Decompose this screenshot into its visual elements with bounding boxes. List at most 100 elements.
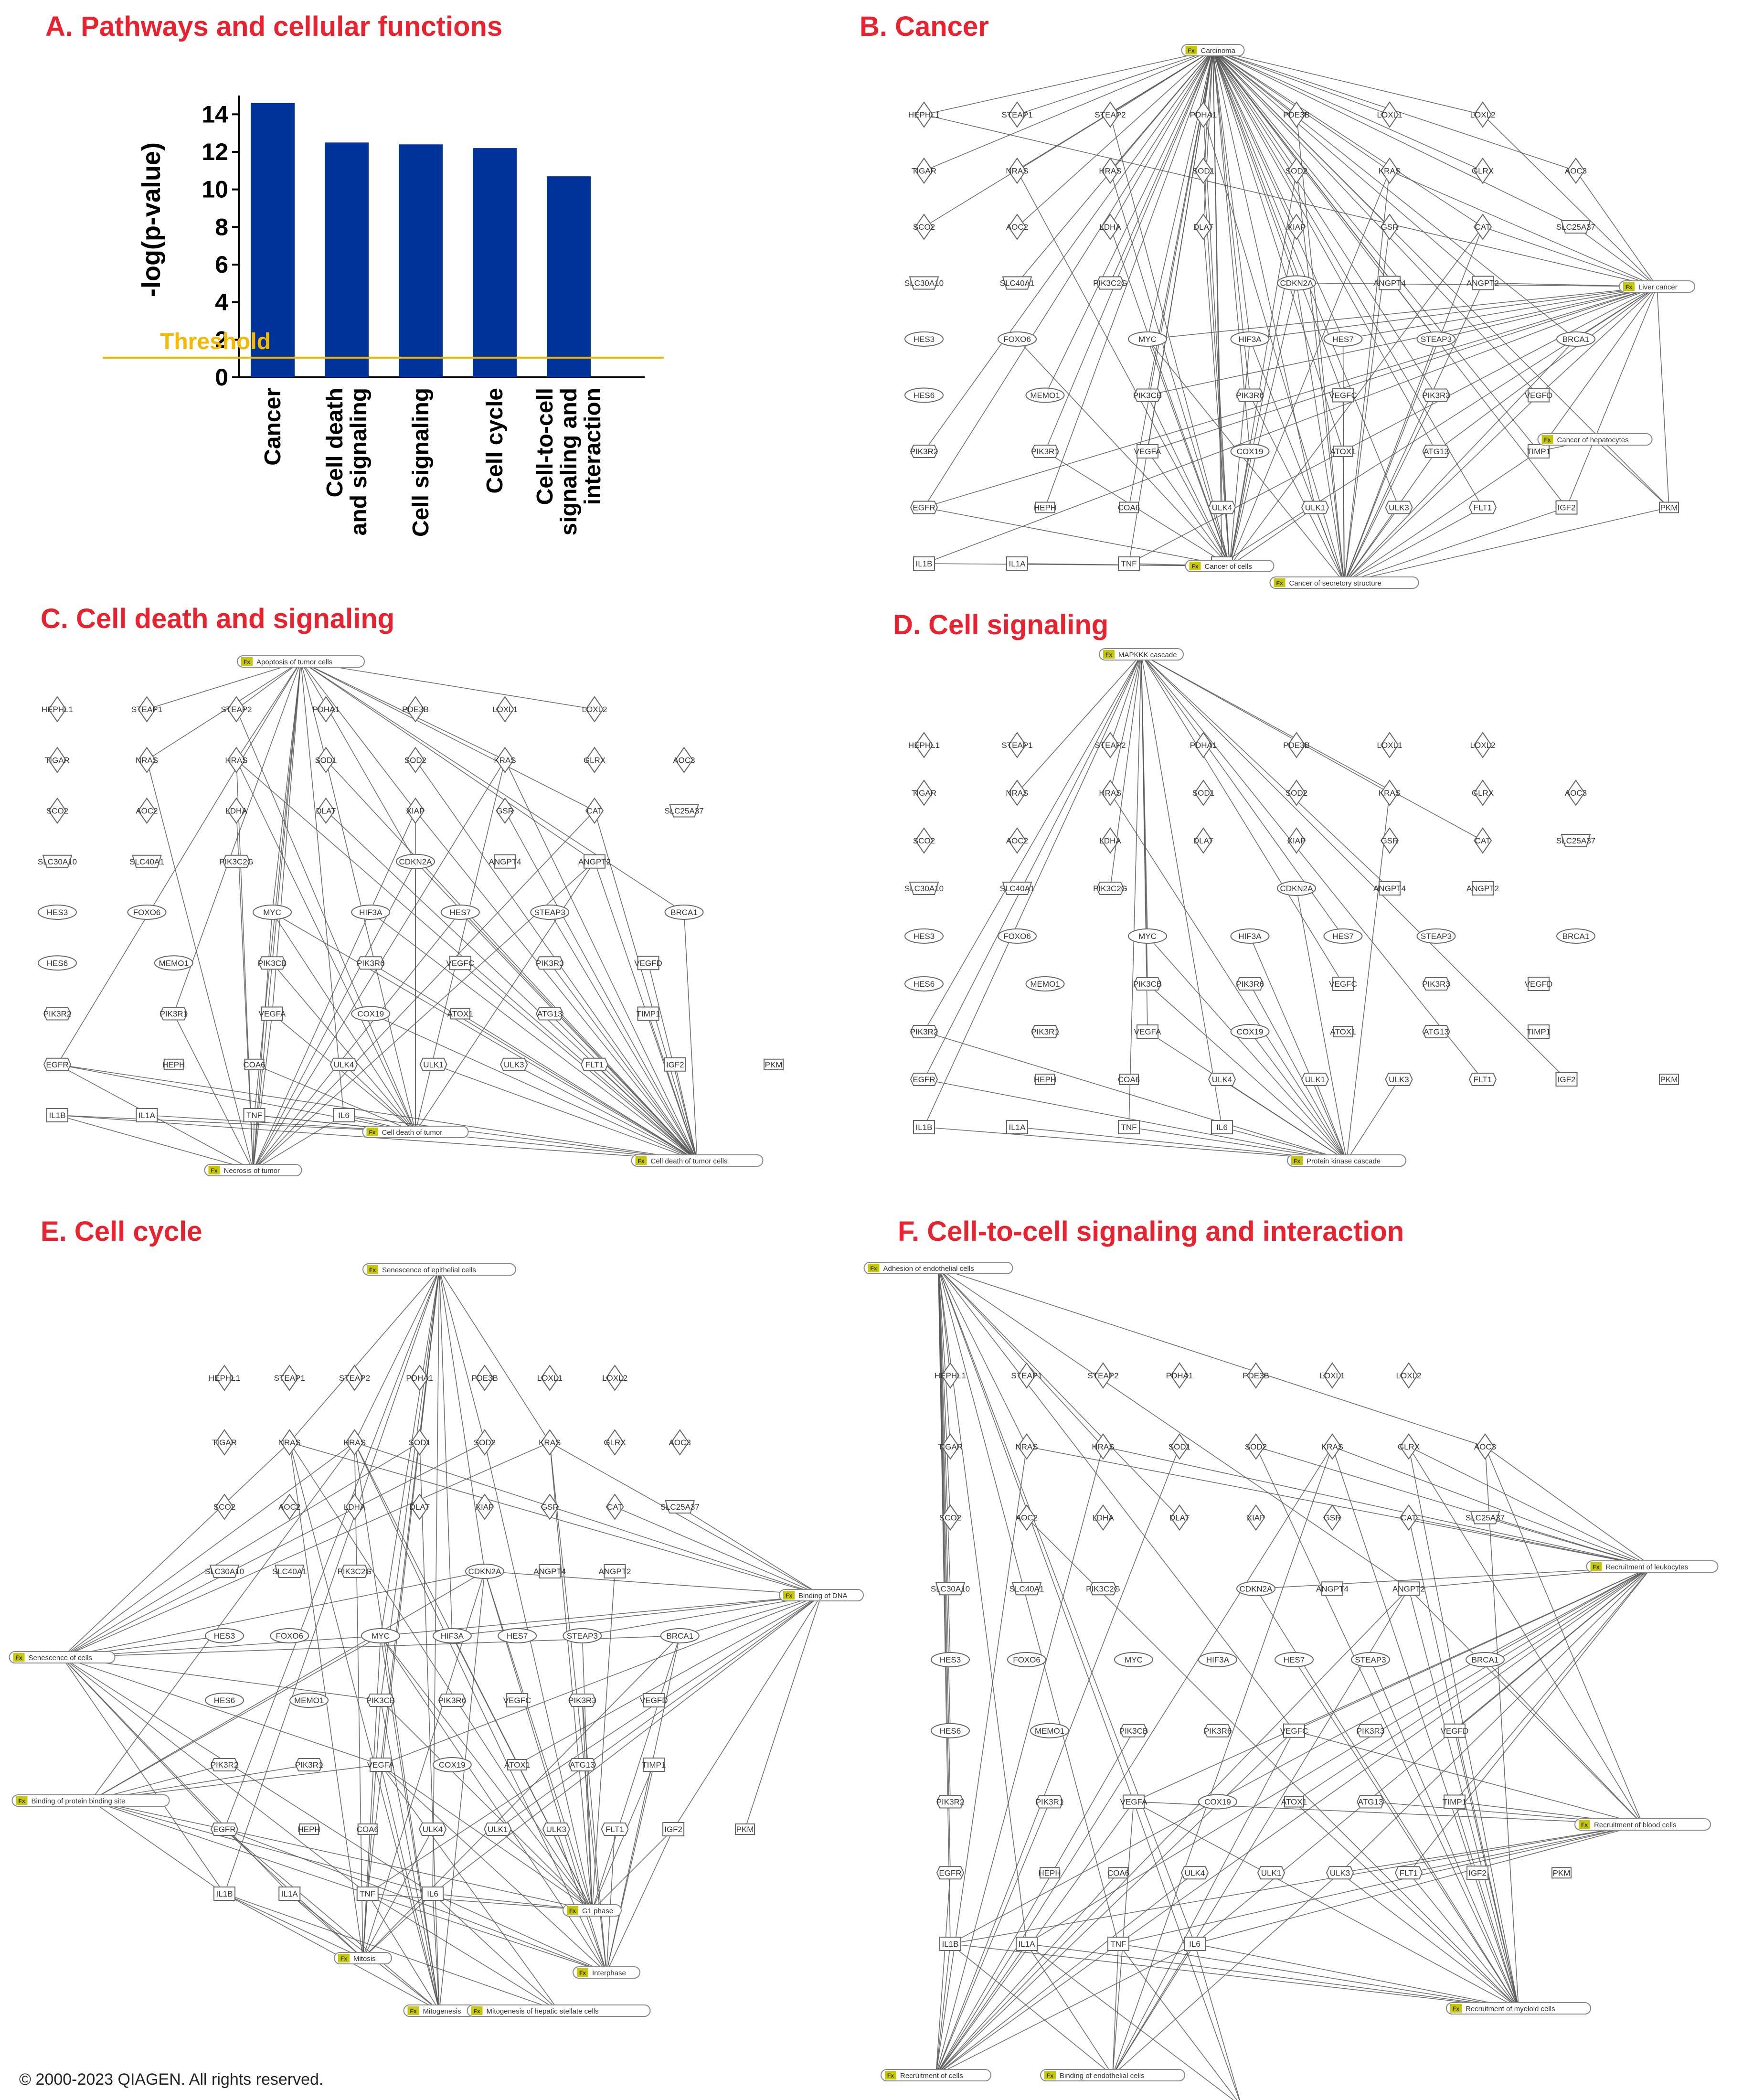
gene-label: SCO2 xyxy=(939,1514,961,1523)
gene-shape xyxy=(340,1565,369,1578)
gene-node-hephl1: HEPHL1 xyxy=(908,101,940,128)
gene-node-xiap: XIAP xyxy=(406,797,425,824)
gene-node-nras: NRAS xyxy=(1006,157,1029,184)
gene-label: ULK4 xyxy=(334,1060,354,1069)
edge xyxy=(362,1829,433,1959)
gene-label: VEGFC xyxy=(446,959,474,968)
edge xyxy=(924,114,1657,287)
edge xyxy=(354,1442,607,1973)
function-label: Protein kinase cascade xyxy=(1307,1157,1381,1165)
gene-label: HIF3A xyxy=(1238,335,1262,344)
y-tick-label: 6 xyxy=(215,251,228,278)
edge xyxy=(272,1013,416,1132)
edge xyxy=(1112,1446,1333,2076)
gene-node-cat: CAT xyxy=(1399,1504,1418,1531)
gene-label: HES7 xyxy=(1332,335,1353,344)
gene-label: SLC25A37 xyxy=(1556,223,1595,232)
function-label: Senescence of cells xyxy=(29,1654,92,1662)
gene-label: TIGAR xyxy=(212,1438,237,1447)
gene-shape xyxy=(1287,213,1306,240)
gene-node-loxl2: LOXL2 xyxy=(1470,732,1495,758)
gene-label: XIAP xyxy=(1287,836,1306,845)
gene-shape xyxy=(1030,1723,1069,1738)
gene-shape xyxy=(449,956,471,970)
gene-shape xyxy=(43,1007,72,1021)
gene-node-vegfa: VEGFA xyxy=(1134,1024,1161,1039)
gene-label: PIK3CB xyxy=(1133,980,1162,989)
fx-badge xyxy=(567,1906,578,1915)
gene-node-pik3c2g: PIK3C2G xyxy=(338,1565,372,1578)
gene-node-pik3r3: PIK3R3 xyxy=(1357,1724,1385,1738)
gene-node-tigar: TIGAR xyxy=(912,779,936,806)
gene-node-pik3r1: PIK3R1 xyxy=(1036,1795,1063,1809)
fx-badge xyxy=(868,1264,880,1272)
gene-label: SLC40A1 xyxy=(1009,1584,1044,1593)
gene-label: ULK3 xyxy=(1389,503,1409,512)
edge xyxy=(938,1268,1134,1802)
gene-label: PKM xyxy=(1553,1868,1571,1877)
gene-label: HEPHL1 xyxy=(209,1374,240,1383)
edge xyxy=(272,912,698,1161)
edge xyxy=(224,1893,363,1959)
edge xyxy=(1296,171,1345,583)
fx-badge xyxy=(783,1591,795,1599)
gene-shape xyxy=(1473,157,1492,184)
gene-node-angpt2: ANGPT2 xyxy=(1466,881,1499,895)
gene-shape xyxy=(1473,101,1492,128)
fx-badge-label: Fx xyxy=(1294,1158,1300,1164)
gene-node-pik3r3: PIK3R3 xyxy=(1422,977,1450,991)
edge xyxy=(606,1829,674,1973)
edge xyxy=(224,1269,440,1894)
gene-node-myc: MYC xyxy=(253,905,292,920)
edge xyxy=(924,1127,1347,1161)
gene-label: GSR xyxy=(541,1503,559,1512)
edge xyxy=(62,1635,381,1658)
gene-shape xyxy=(735,1823,755,1835)
edge xyxy=(380,1764,559,2011)
gene-shape xyxy=(1194,213,1213,240)
edge xyxy=(300,661,344,1116)
gene-node-myc: MYC xyxy=(361,1628,400,1643)
function-label: Cell death of tumor cells xyxy=(651,1157,728,1165)
gene-shape xyxy=(1566,157,1585,184)
gene-label: PDHA1 xyxy=(1166,1371,1193,1380)
gene-node-igf2: IGF2 xyxy=(662,1822,685,1836)
gene-node-vegfc: VEGFC xyxy=(446,956,474,970)
gene-label: TIGAR xyxy=(938,1442,963,1451)
gene-label: STEAP3 xyxy=(1421,932,1452,941)
edge xyxy=(300,661,505,760)
edge xyxy=(300,661,416,862)
edge xyxy=(1212,50,1344,452)
gene-label: FLT1 xyxy=(606,1825,624,1834)
gene-label: LOXL2 xyxy=(602,1374,627,1383)
gene-label: COX19 xyxy=(1237,447,1264,456)
gene-node-ulk1: ULK1 xyxy=(1257,1866,1286,1880)
panel-d-title: D. Cell signaling xyxy=(893,609,1109,640)
bar-cancer xyxy=(251,103,295,377)
gene-node-atg13: ATG13 xyxy=(536,1007,564,1021)
gene-label: VEGFC xyxy=(1280,1727,1308,1736)
gene-label: PIK3R3 xyxy=(1422,391,1450,400)
edge xyxy=(935,1588,1409,2076)
edge xyxy=(236,760,254,1171)
gene-label: GLRX xyxy=(1398,1442,1420,1451)
gene-shape xyxy=(910,501,938,514)
gene-label: PIK3R3 xyxy=(1357,1727,1385,1736)
gene-node-hes3: HES3 xyxy=(38,905,77,920)
gene-node-cat: CAT xyxy=(1473,827,1492,854)
gene-label: PKM xyxy=(1660,1075,1678,1084)
gene-node-sod1: SOD1 xyxy=(1192,779,1214,806)
gene-shape xyxy=(1198,1794,1237,1810)
gene-node-loxl1: LOXL1 xyxy=(1377,101,1402,128)
gene-node-hes6: HES6 xyxy=(904,387,944,403)
edge xyxy=(272,962,416,1132)
gene-node-aoc3: AOC3 xyxy=(1565,779,1587,806)
gene-shape xyxy=(606,1429,624,1456)
gene-label: LOXL1 xyxy=(537,1374,563,1383)
edge xyxy=(1212,50,1297,171)
gene-label: HES7 xyxy=(507,1631,528,1641)
gene-shape xyxy=(1323,1362,1342,1389)
y-tick-label: 10 xyxy=(202,176,228,203)
gene-label: EGFR xyxy=(939,1868,961,1877)
gene-node-pik3r3: PIK3R3 xyxy=(568,1694,596,1707)
